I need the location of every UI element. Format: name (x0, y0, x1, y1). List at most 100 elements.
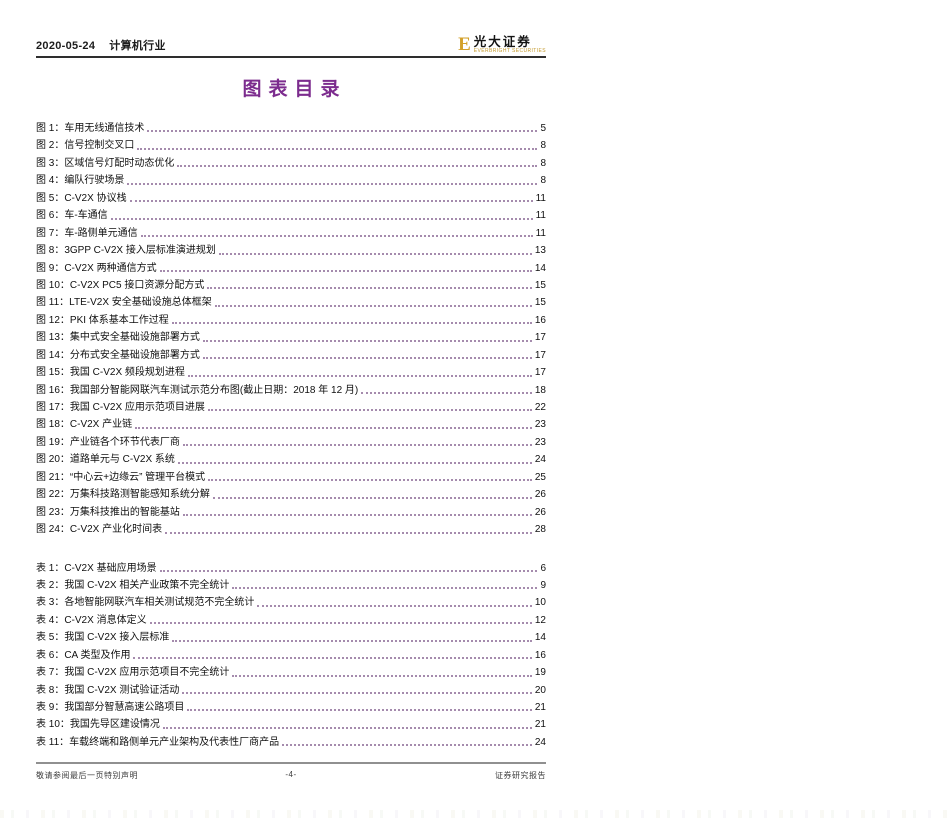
toc-entry-page: 20 (534, 684, 546, 696)
toc-entry[interactable]: 表 1：C-V2X 基础应用场景 6 (36, 559, 546, 576)
toc-entry[interactable]: 图 14：分布式安全基础设施部署方式 17 (36, 346, 546, 363)
toc-entry[interactable]: 图 21：“中心云+边缘云” 管理平台模式 25 (36, 468, 546, 485)
toc-entry[interactable]: 图 18：C-V2X 产业链 23 (36, 415, 546, 432)
toc-entry-label: 表 2：我国 C-V2X 相关产业政策不完全统计 (36, 579, 230, 591)
toc-entry-label: 图 4：编队行驶场景 (36, 175, 125, 187)
dot-leader (147, 130, 538, 133)
toc-entry[interactable]: 图 7：车-路侧单元通信 11 (36, 224, 546, 241)
toc-entry-page: 19 (534, 667, 546, 679)
toc-entry[interactable]: 图 20：道路单元与 C-V2X 系统 24 (36, 450, 546, 467)
toc-entry[interactable]: 表 10：我国先导区建设情况 21 (36, 715, 546, 732)
toc-entry[interactable]: 图 22：万集科技路测智能感知系统分解 26 (36, 485, 546, 502)
toc-entry-page: 28 (534, 524, 546, 536)
dot-leader (187, 374, 532, 377)
dot-leader (127, 182, 538, 185)
toc-entry-page: 16 (534, 649, 546, 661)
toc-entry[interactable]: 表 9：我国部分智慧高速公路项目 21 (36, 698, 546, 715)
page-footer: 敬请参阅最后一页特别声明 -4- 证券研究报告 (36, 762, 546, 782)
report-page: 2020-05-24 计算机行业 E 光大证券 EVERBRIGHT SECURI… (36, 0, 546, 750)
dot-leader (110, 217, 533, 220)
toc-entry[interactable]: 表 3：各地智能网联汽车相关测试规范不完全统计 10 (36, 593, 546, 610)
toc-entry[interactable]: 图 8：3GPP C-V2X 接入层标准演进规划 13 (36, 241, 546, 258)
toc-entry-page: 6 (540, 562, 546, 574)
toc-entry-label: 表 9：我国部分智慧高速公路项目 (36, 702, 185, 713)
toc-entry-label: 图 3：区域信号灯配时动态优化 (36, 157, 175, 169)
dot-leader (208, 479, 532, 482)
toc-entry[interactable]: 图 17：我国 C-V2X 应用示范项目进展 22 (36, 398, 546, 415)
toc-entry[interactable]: 图 12：PKI 体系基本工作过程 16 (36, 311, 546, 328)
toc-entry-label: 图 8：3GPP C-V2X 接入层标准演进规划 (36, 245, 216, 257)
toc-entry[interactable]: 图 13：集中式安全基础设施部署方式 17 (36, 328, 546, 345)
dot-leader (165, 531, 532, 534)
toc-entry[interactable]: 图 16：我国部分智能网联汽车测试示范分布图(截止日期：2018 年 12 月)… (36, 381, 546, 398)
toc-entry[interactable]: 图 6：车-车通信 11 (36, 206, 546, 223)
toc-entry[interactable]: 图 2：信号控制交叉口 8 (36, 136, 546, 153)
page-title: 图表目录 (242, 79, 347, 100)
toc-entry-page: 8 (540, 175, 546, 187)
toc-entry-label: 表 7：我国 C-V2X 应用示范项目不完全统计 (36, 667, 230, 679)
toc-entry-page: 14 (534, 262, 546, 274)
dot-leader (159, 269, 532, 272)
figures-toc: 图 1：车用无线通信技术 5 图 2：信号控制交叉口 8 图 3：区域信号灯配时… (36, 119, 546, 538)
toc-entry-page: 21 (534, 702, 546, 713)
header-date: 2020-05-24 (36, 40, 96, 52)
brand-subtitle: EVERBRIGHT SECURITIES (473, 48, 546, 54)
dot-leader (232, 674, 532, 677)
toc-entry[interactable]: 图 15：我国 C-V2X 频段规划进程 17 (36, 363, 546, 380)
toc-entry-page: 16 (534, 314, 546, 326)
dot-leader (129, 200, 533, 203)
toc-entry[interactable]: 图 5：C-V2X 协议栈 11 (36, 189, 546, 206)
toc-entry-label: 表 5：我国 C-V2X 接入层标准 (36, 632, 170, 644)
toc-entry[interactable]: 图 9：C-V2X 两种通信方式 14 (36, 259, 546, 276)
toc-entry-page: 8 (540, 140, 546, 152)
toc-entry-label: 图 9：C-V2X 两种通信方式 (36, 262, 157, 274)
toc-entry-page: 11 (535, 192, 546, 204)
dot-leader (232, 587, 538, 590)
toc-entry-label: 图 6：车-车通信 (36, 210, 108, 222)
dot-leader (171, 322, 532, 325)
toc-entry-label: 表 11：车载终端和路侧单元产业架构及代表性厂商产品 (36, 736, 280, 748)
dot-leader (177, 165, 538, 168)
toc-entry-page: 18 (534, 384, 546, 396)
dot-leader (137, 147, 538, 150)
toc-entry[interactable]: 表 7：我国 C-V2X 应用示范项目不完全统计 19 (36, 663, 546, 680)
toc-entry-page: 15 (534, 297, 546, 309)
dot-leader (207, 287, 532, 290)
toc-entry-label: 表 1：C-V2X 基础应用场景 (36, 562, 157, 574)
dot-leader (133, 657, 532, 660)
toc-entry-page: 25 (534, 471, 546, 483)
toc-entry-page: 23 (534, 419, 546, 431)
toc-entry-page: 24 (534, 736, 546, 748)
dot-leader (182, 692, 532, 694)
toc-entry-label: 图 15：我国 C-V2X 频段规划进程 (36, 367, 185, 379)
toc-entry[interactable]: 图 1：车用无线通信技术 5 (36, 119, 546, 136)
toc-entry[interactable]: 图 23：万集科技推出的智能基站 26 (36, 503, 546, 520)
toc-entry-page: 21 (534, 719, 546, 731)
toc-entry[interactable]: 表 2：我国 C-V2X 相关产业政策不完全统计 9 (36, 576, 546, 593)
toc-entry[interactable]: 表 5：我国 C-V2X 接入层标准 14 (36, 628, 546, 645)
toc-entry[interactable]: 图 19：产业链各个环节代表厂商 23 (36, 433, 546, 450)
toc-entry-label: 图 13：集中式安全基础设施部署方式 (36, 332, 200, 344)
toc-entry-page: 11 (535, 210, 546, 222)
toc-entry-label: 图 23：万集科技推出的智能基站 (36, 506, 180, 518)
toc-entry[interactable]: 图 11：LTE-V2X 安全基础设施总体框架 15 (36, 293, 546, 310)
toc-entry-label: 图 2：信号控制交叉口 (36, 140, 135, 152)
toc-entry[interactable]: 图 3：区域信号灯配时动态优化 8 (36, 154, 546, 171)
toc-entry-page: 12 (534, 614, 546, 626)
page-header: 2020-05-24 计算机行业 E 光大证券 EVERBRIGHT SECURI… (36, 0, 546, 58)
toc-entry[interactable]: 表 4：C-V2X 消息体定义 12 (36, 611, 546, 628)
toc-entry-page: 8 (540, 157, 546, 169)
toc-entry-page: 17 (534, 332, 546, 344)
toc-entry[interactable]: 表 6：CA 类型及作用 16 (36, 646, 546, 663)
toc-entry-label: 表 6：CA 类型及作用 (36, 649, 131, 661)
toc-entry[interactable]: 图 10：C-V2X PC5 接口资源分配方式 15 (36, 276, 546, 293)
toc-entry[interactable]: 表 11：车载终端和路侧单元产业架构及代表性厂商产品 24 (36, 733, 546, 750)
toc-entry[interactable]: 图 24：C-V2X 产业化时间表 28 (36, 520, 546, 537)
toc-entry-label: 表 8：我国 C-V2X 测试验证活动 (36, 684, 180, 696)
toc-entry-page: 17 (534, 349, 546, 361)
toc-entry-page: 9 (540, 579, 546, 591)
toc-entry[interactable]: 图 4：编队行驶场景 8 (36, 171, 546, 188)
toc-entry[interactable]: 表 8：我国 C-V2X 测试验证活动 20 (36, 681, 546, 698)
tables-toc: 表 1：C-V2X 基础应用场景 6 表 2：我国 C-V2X 相关产业政策不完… (36, 559, 546, 751)
toc-entry-page: 5 (540, 123, 546, 134)
